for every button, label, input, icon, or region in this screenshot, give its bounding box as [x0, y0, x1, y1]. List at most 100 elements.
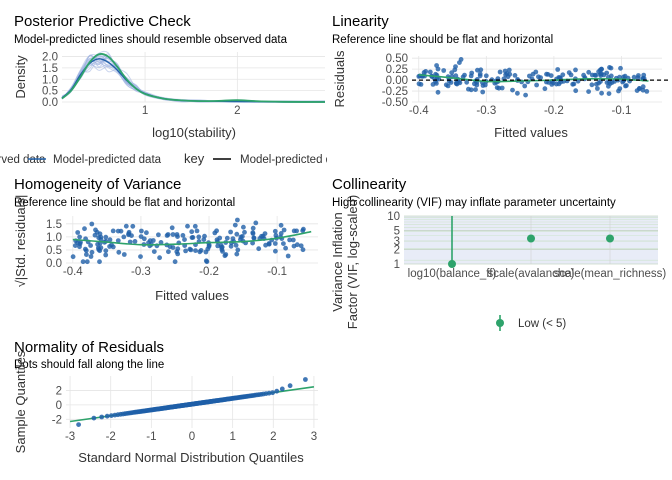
linearity-point [555, 67, 561, 72]
homogeneity-point [201, 237, 207, 243]
linearity-point [573, 88, 579, 94]
normality-x-tick-label: -3 [65, 431, 75, 443]
homogeneity-point [107, 244, 112, 249]
homogeneity-point [290, 237, 296, 243]
linearity-point [593, 73, 599, 78]
linearity-y-label: Residuals [332, 50, 347, 108]
homogeneity-point [174, 249, 180, 255]
homogeneity-point [103, 234, 109, 240]
homogeneity-x-tick-label: -0.1 [267, 266, 287, 278]
homogeneity-point [115, 238, 121, 244]
homogeneity-point [281, 227, 287, 233]
homogeneity-point [196, 234, 202, 240]
normality-point [91, 415, 97, 421]
homogeneity-point [256, 246, 262, 252]
homogeneity-point [251, 235, 257, 241]
normality-point [287, 383, 293, 389]
homogeneity-point [164, 233, 170, 238]
homogeneity-point [126, 232, 131, 238]
linearity-x-label: Fitted values [494, 125, 568, 140]
homogeneity-x-tick-label: -0.2 [199, 266, 219, 278]
normality-y-tick-label: -2 [52, 414, 62, 426]
homogeneity-point [84, 252, 89, 257]
linearity-point [608, 65, 614, 71]
linearity-point [544, 71, 549, 77]
homogeneity-point [169, 225, 175, 231]
normality-x-tick-label: -1 [146, 431, 156, 443]
linearity-point [496, 85, 502, 91]
normality-point [274, 388, 280, 394]
linearity-point [427, 69, 433, 75]
homogeneity-point [121, 252, 127, 257]
linearity-point [480, 89, 486, 95]
linearity-point [586, 69, 592, 75]
homogeneity-point [260, 233, 266, 239]
homogeneity-point [298, 243, 304, 249]
linearity-point [624, 83, 629, 88]
homogeneity-point [121, 234, 127, 240]
homogeneity-point [234, 251, 240, 257]
linearity-point [453, 64, 458, 69]
linearity-point [644, 89, 650, 94]
collinearity-vif-point [606, 234, 614, 243]
linearity-y-tick-label: 0.50 [386, 53, 408, 65]
homogeneity-point [170, 232, 176, 237]
homogeneity-point [150, 238, 156, 243]
homogeneity-point [228, 229, 234, 235]
homogeneity-point [138, 234, 144, 240]
homogeneity-point [250, 225, 256, 231]
panel-linearity: Linearity Reference line should be flat … [332, 13, 670, 140]
homogeneity-point [242, 229, 247, 235]
linearity-point [534, 82, 539, 88]
homogeneity-point [98, 234, 104, 240]
collinearity-y-tick-label: 5 [394, 225, 400, 237]
ppc-legend-item-1: Model-predicted data [53, 154, 162, 166]
homogeneity-point [294, 228, 299, 234]
homogeneity-point [89, 249, 95, 255]
linearity-point [637, 86, 642, 92]
homogeneity-point [291, 243, 297, 249]
homogeneity-point [157, 255, 163, 261]
ppc-x-label: log10(stability) [152, 125, 236, 140]
linearity-point [599, 66, 604, 72]
normality-x-tick-label: -2 [106, 431, 116, 443]
collinearity-y-label-1: Variance Inflation [330, 212, 345, 312]
ppc-legend: Observed data Model-predicted data key M… [0, 151, 327, 166]
normality-point [270, 390, 275, 396]
linearity-point [473, 87, 478, 92]
homogeneity-point [220, 249, 225, 254]
homogeneity-point [250, 230, 256, 236]
normality-x-label: Standard Normal Distribution Quantiles [78, 450, 304, 465]
linearity-point [434, 63, 439, 68]
normality-x-tick-label: 3 [311, 431, 317, 443]
homogeneity-point [70, 254, 76, 260]
ppc-y-tick-label: 2.0 [42, 52, 58, 64]
linearity-point [589, 72, 595, 78]
homogeneity-point [110, 244, 116, 250]
linearity-point [566, 70, 572, 75]
homogeneity-point [273, 248, 278, 254]
collinearity-legend: Low (< 5) [496, 315, 566, 331]
linearity-point [506, 67, 512, 73]
homogeneity-point [281, 241, 286, 247]
linearity-point [558, 79, 564, 85]
homogeneity-point [144, 230, 149, 236]
linearity-x-tick-label: -0.4 [409, 105, 429, 117]
linearity-point [640, 87, 646, 93]
collinearity-y-tick-label: 2 [394, 245, 400, 257]
linearity-point [464, 79, 470, 85]
ppc-subtitle: Model-predicted lines should resemble ob… [14, 34, 288, 46]
homogeneity-point [118, 228, 124, 234]
normality-point [109, 413, 114, 418]
ppc-title: Posterior Predictive Check [14, 13, 191, 30]
homogeneity-point [224, 235, 230, 241]
linearity-point [604, 70, 610, 76]
normality-point [99, 414, 105, 420]
homogeneity-point [217, 235, 223, 241]
ppc-predicted-draw-line [61, 64, 326, 103]
linearity-point [596, 80, 601, 86]
collinearity-vif-point [527, 234, 535, 243]
homogeneity-point [228, 243, 234, 249]
collinearity-y-tick-label: 3 [394, 236, 400, 248]
collinearity-y-tick-label: 1 [394, 259, 400, 271]
